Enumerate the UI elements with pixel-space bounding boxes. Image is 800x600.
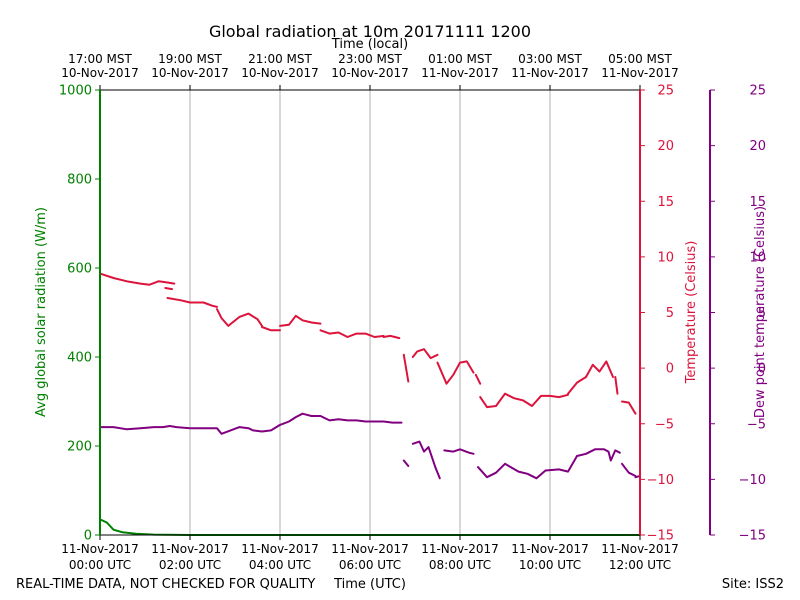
dewpoint-tick-label: −15 [739, 529, 766, 544]
x-tick-date: 11-Nov-2017 [151, 542, 229, 556]
dewpoint-line [402, 459, 410, 467]
top-tick-date: 11-Nov-2017 [511, 66, 589, 80]
x-tick-time: 08:00 UTC [429, 558, 491, 572]
axis-ticks: 11-Nov-2017 00:00 UTC 11-Nov-2017 02:00 UTC… [59, 52, 766, 572]
top-tick-date: 10-Nov-2017 [61, 66, 139, 80]
top-tick-date: 11-Nov-2017 [421, 66, 499, 80]
top-tick-date: 11-Nov-2017 [601, 66, 679, 80]
radiation-tick-label: 0 [84, 529, 92, 544]
temperature-line [279, 314, 322, 327]
dewpoint-line [443, 448, 475, 455]
top-axis-label: Time (local) [331, 37, 408, 52]
x-tick-date: 11-Nov-2017 [61, 542, 139, 556]
temperature-line [189, 301, 218, 308]
temperature-line [382, 334, 401, 340]
temperature-line [216, 308, 263, 327]
dewpoint-line [477, 448, 621, 480]
dewpoint-tick-label: 15 [749, 195, 766, 210]
radiation-tick-label: 600 [67, 262, 92, 277]
dewpoint-line [621, 462, 637, 477]
quality-disclaimer: REAL-TIME DATA, NOT CHECKED FOR QUALITY [16, 577, 315, 592]
radiation-tick-label: 800 [67, 173, 92, 188]
radiation-tick-label: 1000 [59, 84, 92, 99]
dewpoint-tick-label: 25 [749, 84, 766, 99]
temperature-line [614, 376, 619, 395]
dewpoint-tick-label: −10 [739, 473, 766, 488]
radiation-tick-label: 200 [67, 440, 92, 455]
x-tick-time: 02:00 UTC [159, 558, 221, 572]
temperature-line [99, 272, 176, 286]
temperature-line [436, 360, 475, 385]
x-tick-time: 10:00 UTC [519, 558, 581, 572]
x-tick-date: 11-Nov-2017 [331, 542, 409, 556]
dewpoint-line [99, 412, 403, 435]
x-axis-label: Time (UTC) [333, 577, 406, 592]
top-tick-time: 19:00 MST [158, 52, 222, 66]
temperature-tick-label: 15 [657, 195, 674, 210]
temperature-tick-label: −10 [647, 473, 674, 488]
top-tick-time: 03:00 MST [518, 52, 582, 66]
top-tick-time: 23:00 MST [338, 52, 402, 66]
temperature-tick-label: 20 [657, 139, 674, 154]
dewpoint-tick-label: −5 [747, 417, 766, 432]
top-tick-time: 21:00 MST [248, 52, 312, 66]
x-tick-time: 00:00 UTC [69, 558, 131, 572]
temperature-line [411, 348, 439, 360]
x-tick-date: 11-Nov-2017 [601, 542, 679, 556]
temperature-line [319, 329, 385, 338]
x-tick-time: 12:00 UTC [609, 558, 671, 572]
temperature-line [474, 373, 482, 385]
temperature-line [261, 326, 281, 332]
temperature-line [402, 353, 410, 383]
dewpoint-tick-label: 20 [749, 139, 766, 154]
x-tick-date: 11-Nov-2017 [421, 542, 499, 556]
x-tick-date: 11-Nov-2017 [511, 542, 589, 556]
top-tick-time: 05:00 MST [608, 52, 672, 66]
site-label: Site: ISS2 [722, 577, 784, 592]
temperature-line [166, 297, 191, 304]
temperature-tick-label: 0 [666, 362, 674, 377]
grid-lines [189, 90, 551, 535]
dewpoint-tick-label: 0 [758, 362, 766, 377]
temperature-axis-label: Temperature (Celsius) [684, 241, 699, 385]
temperature-tick-label: 10 [657, 250, 674, 265]
top-tick-date: 10-Nov-2017 [151, 66, 229, 80]
x-tick-date: 11-Nov-2017 [241, 542, 319, 556]
radiation-tick-label: 400 [67, 351, 92, 366]
x-tick-time: 06:00 UTC [339, 558, 401, 572]
top-tick-time: 17:00 MST [68, 52, 132, 66]
top-tick-date: 10-Nov-2017 [241, 66, 319, 80]
top-tick-date: 10-Nov-2017 [331, 66, 409, 80]
temperature-line [479, 392, 569, 409]
temperature-line [164, 287, 173, 291]
temperature-line [567, 360, 614, 395]
temperature-tick-label: 25 [657, 84, 674, 99]
temperature-tick-label: −5 [655, 417, 674, 432]
series-layer [99, 272, 641, 536]
dewpoint-line [411, 440, 441, 480]
temperature-tick-label: −15 [647, 529, 674, 544]
temperature-line [621, 400, 637, 415]
top-tick-time: 01:00 MST [428, 52, 492, 66]
radiation-axis-label: Avg global solar radiation (W/m) [34, 207, 49, 417]
dewpoint-tick-label: 5 [758, 306, 766, 321]
dewpoint-axis-label: Dew point temperature (Celsius) [753, 206, 768, 418]
temperature-tick-label: 5 [666, 306, 674, 321]
dewpoint-tick-label: 10 [749, 250, 766, 265]
x-tick-time: 04:00 UTC [249, 558, 311, 572]
chart-title: Global radiation at 10m 20171111 1200 [209, 22, 531, 41]
